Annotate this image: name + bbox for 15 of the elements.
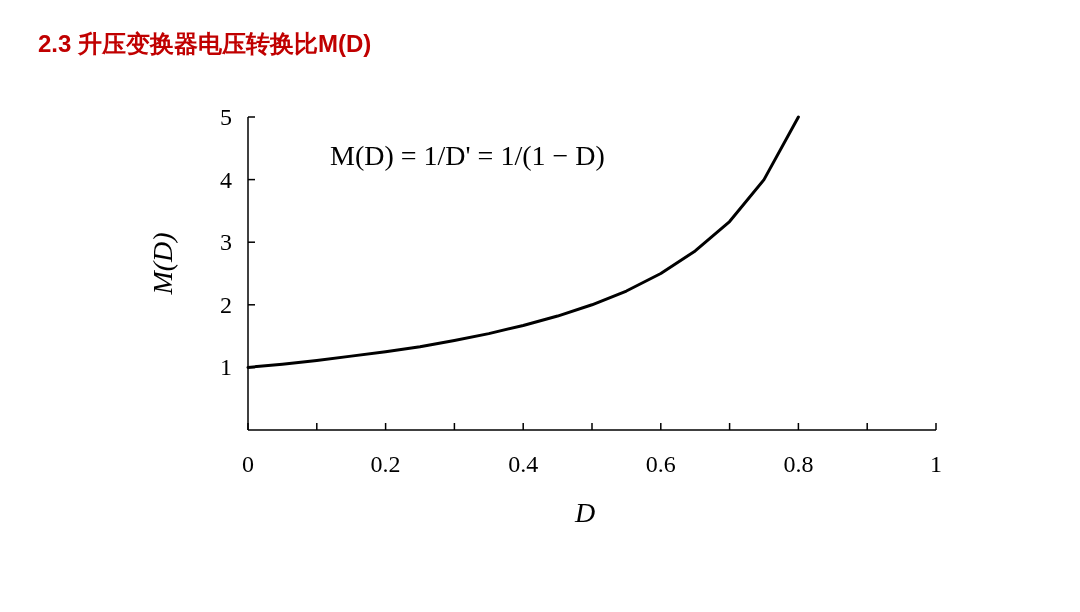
title: 2.3 升压变换器电压转换比M(D) — [38, 30, 372, 57]
y-tick-label: 5 — [220, 104, 232, 130]
y-tick-label: 2 — [220, 291, 232, 318]
y-tick-label: 3 — [220, 229, 232, 256]
x-axis-title: D — [573, 497, 596, 528]
y-tick-label: 1 — [220, 354, 232, 381]
x-tick-label: 1 — [930, 451, 942, 477]
x-tick-label: 0 — [242, 451, 254, 477]
annotation: M(D) = 1/D' = 1/(1 − D) — [330, 140, 605, 171]
x-tick-label: 0.4 — [508, 451, 539, 477]
x-tick-label: 0.6 — [645, 451, 676, 477]
x-tick-label: 0.8 — [783, 451, 814, 477]
x-tick-label: 0.2 — [370, 451, 401, 477]
y-axis-title: M(D) — [147, 232, 178, 296]
y-tick-label: 4 — [220, 166, 232, 193]
